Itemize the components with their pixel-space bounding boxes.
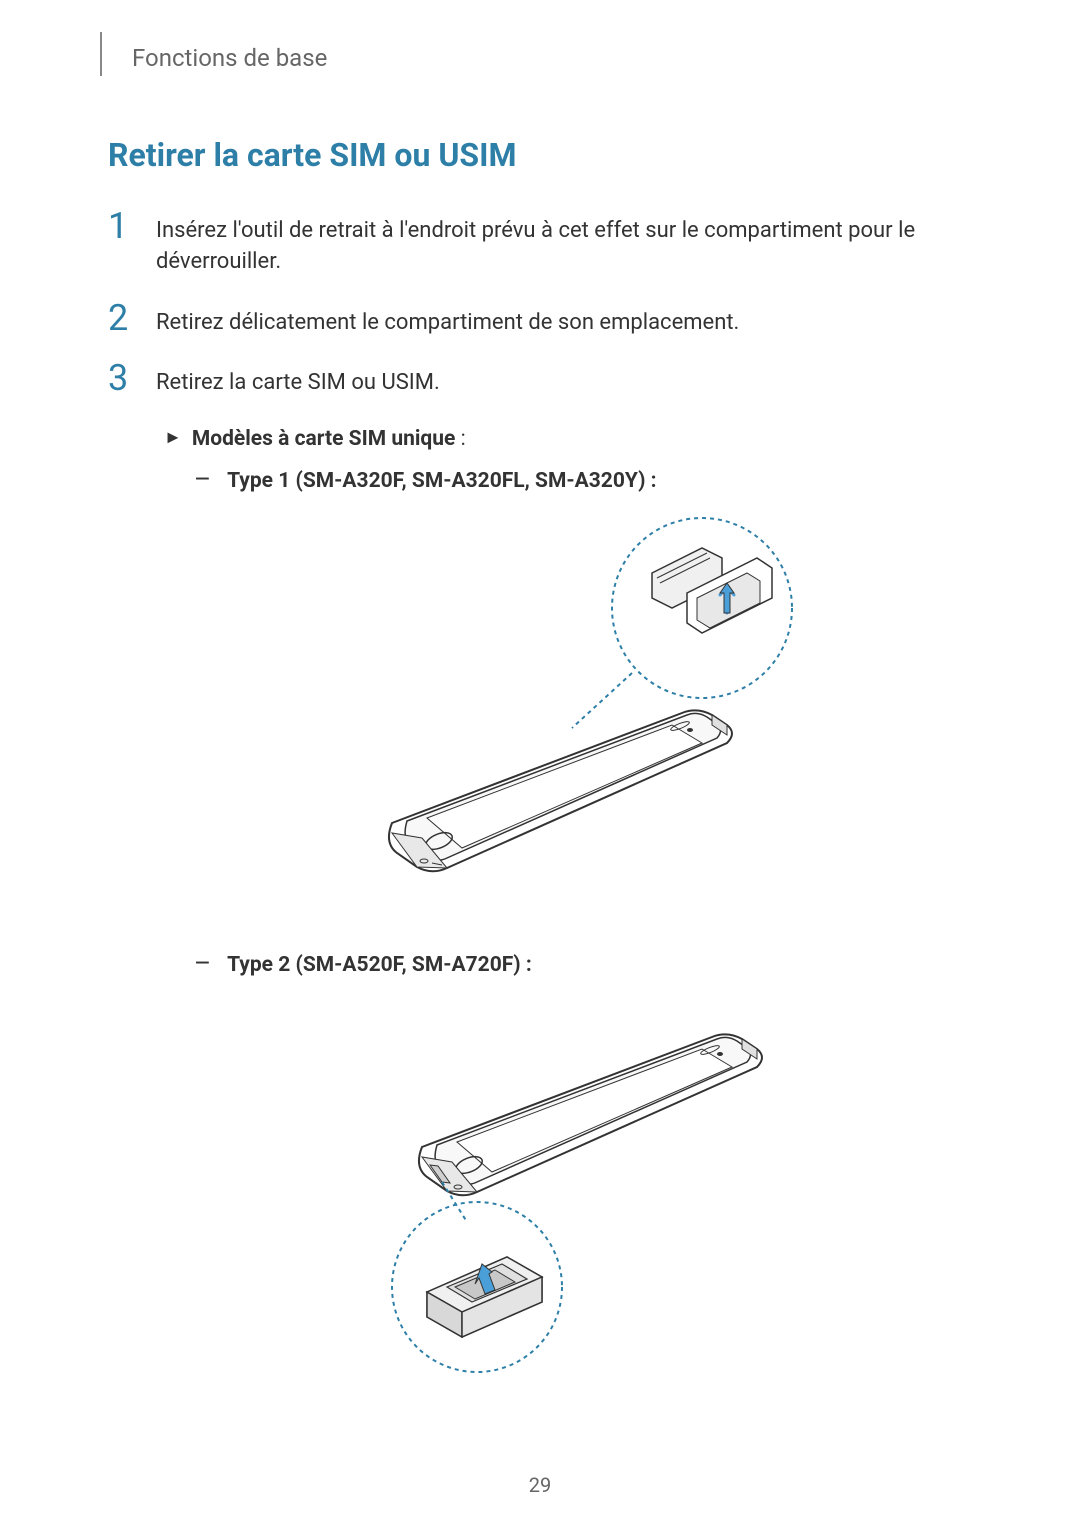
model-subsection: ► Modèles à carte SIM unique : – Type 1 … <box>164 427 980 1377</box>
colon: : <box>455 427 465 451</box>
sim-tray-detail <box>652 548 772 633</box>
phone-body <box>389 711 732 872</box>
triangle-icon: ► <box>164 427 182 448</box>
breadcrumb: Fonctions de base <box>132 44 327 72</box>
step-number: 2 <box>108 300 156 336</box>
step-item-3: 3 Retirez la carte SIM ou USIM. <box>108 366 980 399</box>
section-title: Retirer la carte SIM ou USIM <box>108 136 980 174</box>
step-text: Retirez la carte SIM ou USIM. <box>156 366 440 399</box>
step-text: Retirez délicatement le compartiment de … <box>156 306 739 339</box>
model-heading-label: Modèles à carte SIM unique <box>192 427 456 451</box>
model-heading-text: Modèles à carte SIM unique : <box>192 427 466 451</box>
type1-label: Type 1 (SM-A320F, SM-A320FL, SM-A320Y) : <box>227 469 657 493</box>
step-number: 1 <box>108 208 156 244</box>
sim-diagram-2-svg <box>322 997 822 1377</box>
diagram-type1 <box>322 513 822 913</box>
page-container: Fonctions de base Retirer la carte SIM o… <box>0 0 1080 1377</box>
page-number: 29 <box>529 1473 551 1497</box>
header-divider <box>100 32 102 76</box>
sim-tray-detail-2 <box>427 1257 542 1337</box>
phone-body-2 <box>419 1035 762 1196</box>
dash-icon: – <box>194 951 211 977</box>
step-item-1: 1 Insérez l'outil de retrait à l'endroit… <box>108 214 980 278</box>
step-item-2: 2 Retirez délicatement le compartiment d… <box>108 306 980 339</box>
step-text: Insérez l'outil de retrait à l'endroit p… <box>156 214 980 278</box>
header-section: Fonctions de base <box>100 40 980 76</box>
type2-label: Type 2 (SM-A520F, SM-A720F) : <box>227 953 532 977</box>
diagram-type2 <box>322 997 822 1377</box>
dash-icon: – <box>194 467 211 493</box>
model-heading: ► Modèles à carte SIM unique : <box>164 427 980 451</box>
type2-heading: – Type 2 (SM-A520F, SM-A720F) : <box>194 953 980 977</box>
sim-diagram-1-svg <box>322 513 822 913</box>
step-list: 1 Insérez l'outil de retrait à l'endroit… <box>108 214 980 1377</box>
type1-heading: – Type 1 (SM-A320F, SM-A320FL, SM-A320Y)… <box>194 469 980 493</box>
step-number: 3 <box>108 360 156 396</box>
